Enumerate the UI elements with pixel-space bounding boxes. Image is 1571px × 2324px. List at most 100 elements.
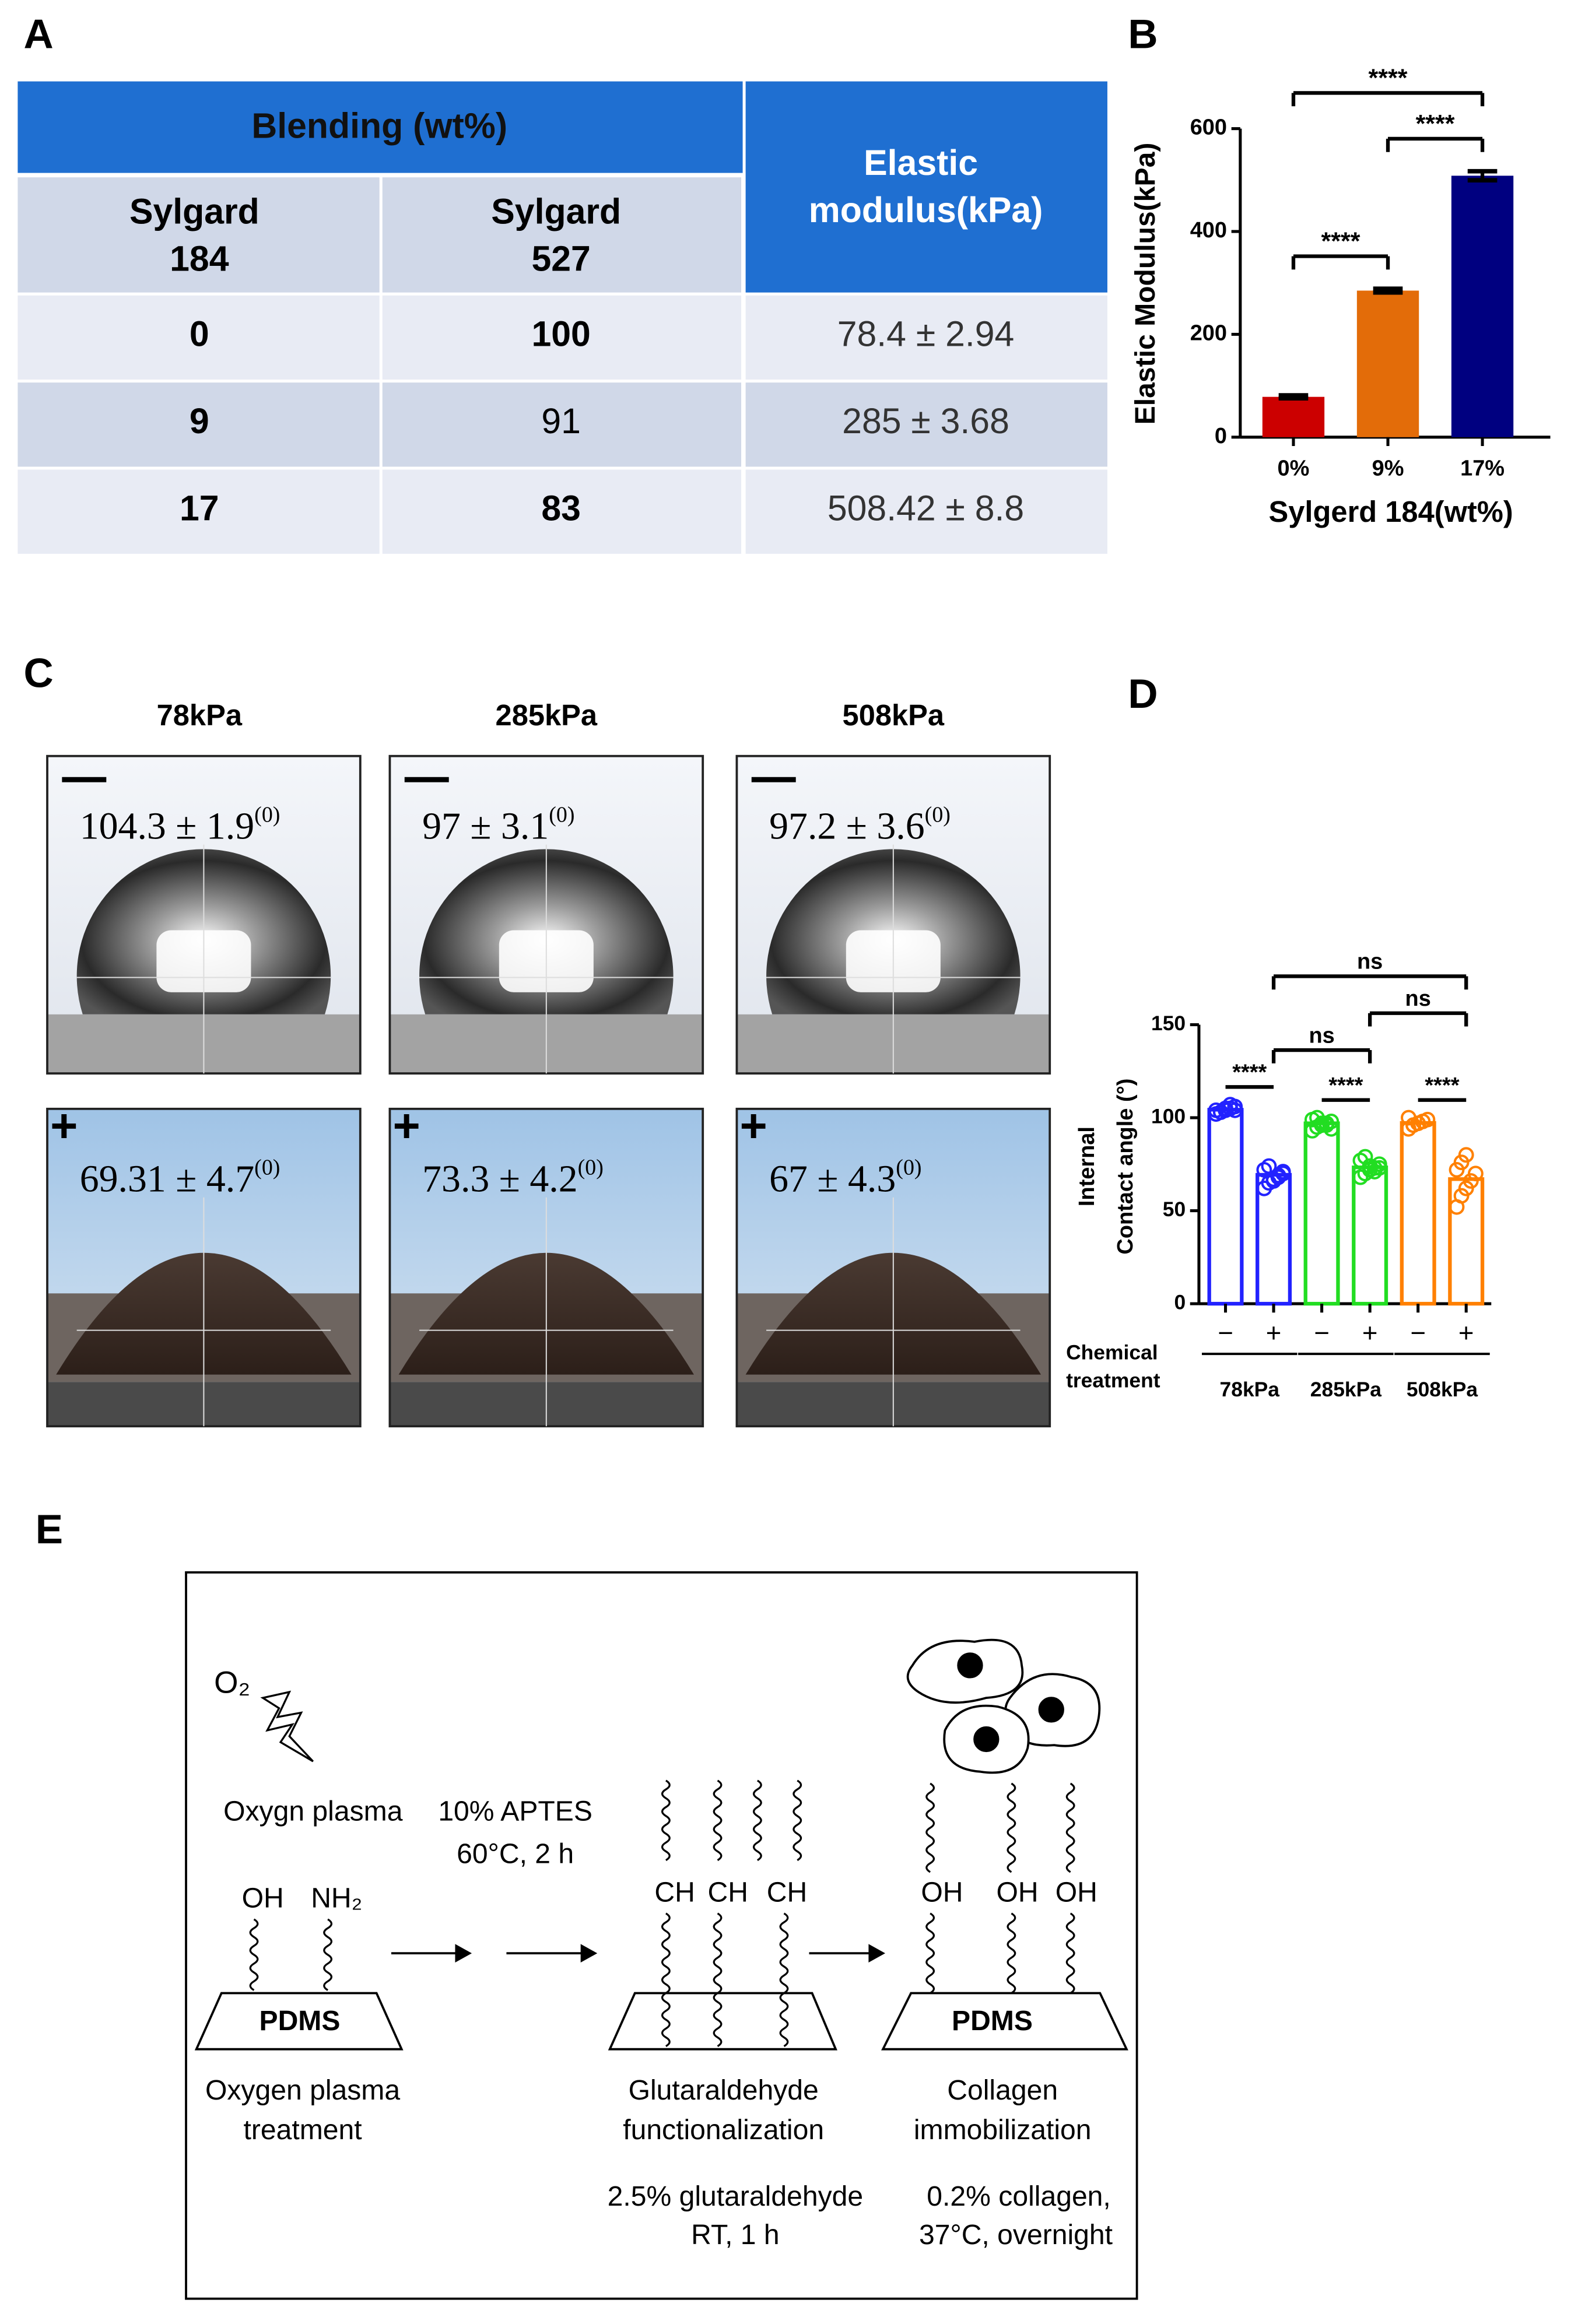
- y-tick-label: 50: [1163, 1198, 1186, 1221]
- linker: [925, 1912, 935, 1994]
- bar: [1262, 396, 1325, 437]
- angle-unit: (0): [578, 1155, 604, 1179]
- data-point: [1371, 1160, 1387, 1176]
- x-tick-label: −: [1218, 1318, 1233, 1347]
- cell-text: 285 ± 3.68: [842, 401, 1009, 441]
- contact-angle: 73.3 ± 4.2(0): [422, 1155, 604, 1200]
- substrate: [194, 1992, 404, 2051]
- data-point: [1357, 1149, 1373, 1165]
- x-tick-label: +: [1362, 1318, 1378, 1347]
- caption: functionalization: [623, 2114, 824, 2146]
- y-tick-label: 0: [1174, 1290, 1186, 1314]
- data-point: [1261, 1158, 1277, 1174]
- condition: 37°C, overnight: [919, 2219, 1113, 2251]
- column-header: Sylgard 184: [129, 192, 269, 279]
- sig-label: ns: [1405, 987, 1431, 1011]
- angle-value: 73.3 ± 4.2: [422, 1158, 578, 1200]
- linker: [752, 1779, 762, 1862]
- condition: RT, 1 h: [691, 2219, 780, 2251]
- contact-angle: 67 ± 4.3(0): [769, 1155, 921, 1200]
- arrows: [391, 1944, 886, 1963]
- angle-unit: (0): [925, 802, 951, 827]
- data-point: [1323, 1121, 1339, 1137]
- y-tick-label: 200: [1190, 321, 1227, 345]
- bar: [1400, 1121, 1436, 1306]
- cell-text: 83: [541, 488, 581, 528]
- linker: [1007, 1912, 1016, 1994]
- y-tick-label: 150: [1151, 1012, 1186, 1035]
- x-tick-label: 17%: [1460, 457, 1505, 481]
- group: OH: [1055, 1877, 1097, 1908]
- column-label: 508kPa: [843, 698, 945, 732]
- error-bar: [1373, 286, 1403, 295]
- column-label: 285kPa: [496, 698, 598, 732]
- substrate: [881, 1992, 1128, 2051]
- angle-unit: (0): [549, 802, 574, 827]
- column-label: 78kPa: [157, 698, 243, 732]
- data-point: [1468, 1165, 1484, 1182]
- cell-text: 78.4 ± 2.94: [837, 314, 1015, 354]
- photo: [735, 754, 1051, 1075]
- o2: O₂: [214, 1665, 250, 1700]
- x-tick-label: +: [1458, 1318, 1474, 1347]
- photo: +: [46, 1100, 362, 1428]
- angle-value: 67 ± 4.3: [769, 1158, 896, 1200]
- linker: [323, 1918, 333, 1991]
- sig-label: ****: [1232, 1061, 1267, 1085]
- group-label: 285kPa: [1310, 1378, 1381, 1401]
- cell-text: 100: [531, 314, 590, 354]
- table-cell: [17, 295, 380, 380]
- x-tick-label: −: [1410, 1318, 1426, 1347]
- linker: [1007, 1782, 1016, 1873]
- sig-label: ****: [1321, 227, 1360, 255]
- table-cell: [745, 382, 1107, 467]
- angle-unit: (0): [254, 1155, 280, 1179]
- x-tick-label: −: [1314, 1318, 1330, 1347]
- subheader-cell: [382, 177, 742, 293]
- header-text: Blending (wt%): [251, 106, 507, 146]
- contact-angle: 104.3 ± 1.9(0): [80, 802, 280, 847]
- bar: [1451, 175, 1514, 437]
- group: OH: [242, 1883, 284, 1914]
- treatment-label: treatment: [1066, 1369, 1160, 1392]
- table-cell: [382, 295, 742, 380]
- y-axis-label: Internal: [1075, 1126, 1099, 1206]
- linker: [713, 1779, 723, 1862]
- angle-value: 97.2 ± 3.6: [769, 805, 925, 847]
- sig-label: ****: [1425, 1073, 1459, 1098]
- condition: 60°C, 2 h: [457, 1838, 574, 1870]
- linker: [1065, 1912, 1075, 1994]
- table-cell: [745, 295, 1107, 380]
- sig-label: ****: [1369, 64, 1408, 92]
- y-tick-label: 0: [1215, 424, 1227, 448]
- panel-label: D: [1128, 671, 1158, 717]
- linker: [1065, 1782, 1075, 1873]
- y-axis-label: Contact angle (°): [1113, 1079, 1138, 1255]
- condition: 10% APTES: [438, 1795, 592, 1827]
- angle-unit: (0): [896, 1155, 921, 1179]
- table-cell: [17, 469, 380, 554]
- y-tick-label: 100: [1151, 1104, 1186, 1128]
- header-cell: [17, 81, 743, 173]
- lightning: [260, 1690, 314, 1763]
- treatment-label: Chemical: [1066, 1341, 1158, 1364]
- x-axis-label: Sylgerd 184(wt%): [1268, 495, 1513, 528]
- photo: [46, 754, 362, 1075]
- linker: [792, 1779, 802, 1862]
- cell-text: 508.42 ± 8.8: [827, 488, 1024, 528]
- cell-text: 0: [190, 314, 209, 354]
- group: CH: [767, 1877, 807, 1908]
- sig-label: ****: [1328, 1073, 1363, 1098]
- group: OH: [996, 1877, 1038, 1908]
- table-cell: [17, 382, 380, 467]
- data-point: [1419, 1111, 1436, 1128]
- column-header: Sylgard 527: [491, 192, 631, 279]
- caption: treatment: [243, 2114, 362, 2146]
- linker: [779, 1912, 789, 2048]
- caption: Collagen: [947, 2074, 1058, 2106]
- group-label: 78kPa: [1220, 1378, 1280, 1401]
- data-point: [1458, 1147, 1474, 1163]
- bar: [1207, 1108, 1244, 1306]
- caption: Glutaraldehyde: [629, 2074, 819, 2106]
